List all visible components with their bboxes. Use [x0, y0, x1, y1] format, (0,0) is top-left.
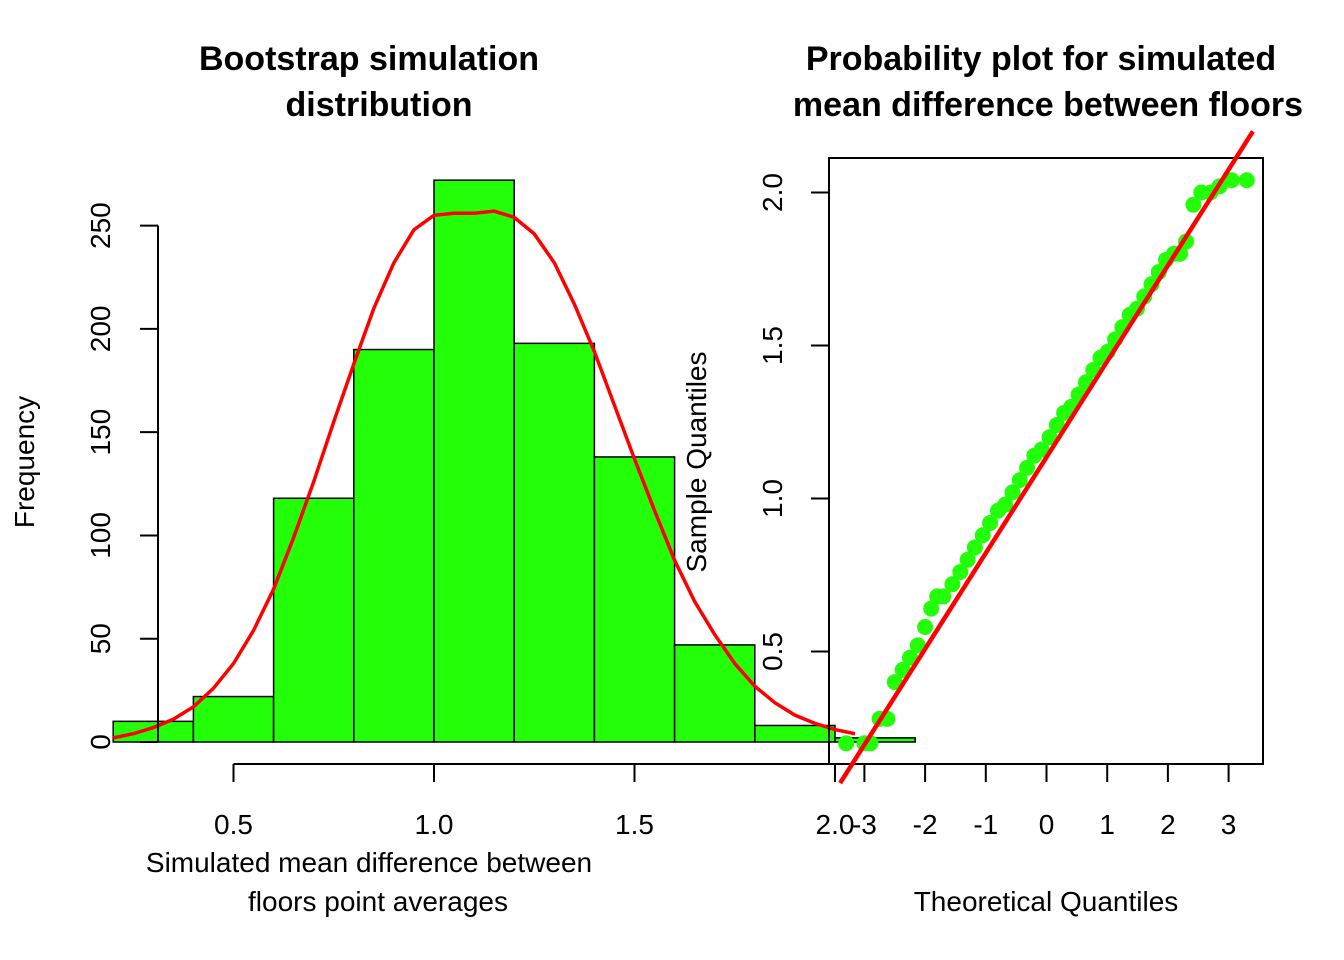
- qq-x-tick-label-0: -3: [852, 809, 877, 840]
- histogram-bar-0: [112, 720, 195, 743]
- qq-point-7: [901, 649, 918, 666]
- histogram-bar-3: [353, 348, 435, 743]
- histogram-bar-7: [673, 644, 756, 743]
- histogram-x-axis-label-line-1: Simulated mean difference between: [146, 847, 592, 878]
- qq-point-46: [1185, 196, 1202, 213]
- qq-x-axis-label: Theoretical Quantiles: [914, 886, 1179, 917]
- qq-point-20: [997, 496, 1014, 513]
- histogram-y-tick-label-0: 0: [85, 734, 116, 750]
- qq-x-tick-label-1: -2: [913, 809, 938, 840]
- histogram-title-line-1: Bootstrap simulation: [199, 40, 539, 78]
- qq-x-tick-label-6: 3: [1221, 809, 1237, 840]
- qq-x-tick-label-4: 1: [1099, 809, 1115, 840]
- qq-y-tick-label-1: 1.0: [757, 479, 788, 518]
- histogram-y-tick-label-2: 100: [85, 512, 116, 559]
- qq-x-tick-label-5: 2: [1160, 809, 1176, 840]
- qq-point-15: [959, 551, 976, 568]
- histogram-bar-6: [593, 456, 676, 743]
- qq-point-50: [1223, 172, 1240, 189]
- qq-title-line-2: mean difference between floors: [793, 86, 1303, 124]
- histogram-y-axis-label: Frequency: [9, 396, 40, 528]
- qq-y-tick-label-2: 1.5: [757, 326, 788, 365]
- qq-point-51: [1238, 172, 1255, 189]
- qq-point-5: [886, 674, 903, 691]
- histogram-x-tick-label-3: 2.0: [816, 809, 855, 840]
- qq-point-23: [1019, 459, 1036, 476]
- histogram-panel: Bootstrap simulation distribution 0.5 1.0…: [9, 40, 916, 917]
- density-curve: [112, 209, 856, 740]
- histogram-bar-4: [433, 179, 515, 743]
- qq-point-10: [923, 600, 940, 617]
- histogram-bar-1: [192, 695, 275, 743]
- histogram-title-line-2: distribution: [286, 86, 473, 124]
- histogram-bar-5: [513, 342, 596, 743]
- histogram-x-axis-label-line-2: floors point averages: [248, 886, 508, 917]
- histogram-x-tick-label-0: 0.5: [214, 809, 253, 840]
- histogram-y-tick-label-3: 150: [85, 409, 116, 456]
- qq-point-22: [1011, 472, 1028, 489]
- qq-point-17: [974, 527, 991, 544]
- qq-point-13: [944, 576, 961, 593]
- qq-point-0: [838, 735, 855, 752]
- qq-point-16: [966, 539, 983, 556]
- histogram-x-tick-label-1: 1.0: [415, 809, 454, 840]
- qq-x-tick-label-2: -1: [973, 809, 998, 840]
- histogram-y-axis: 0 50 100 150 200 250: [85, 202, 159, 750]
- histogram-y-tick-label-1: 50: [85, 623, 116, 654]
- qq-panel: Probability plot for simulated mean diff…: [681, 40, 1303, 917]
- histogram-bar-8: [754, 724, 836, 743]
- qq-reference-line: [838, 130, 1255, 785]
- histogram-y-tick-label-4: 200: [85, 306, 116, 353]
- qq-points: [838, 172, 1255, 752]
- qq-point-14: [952, 563, 969, 580]
- qq-y-axis: 0.5 1.0 1.5 2.0: [757, 173, 830, 671]
- qq-title-line-1: Probability plot for simulated: [806, 40, 1276, 78]
- histogram-bar-2: [272, 497, 355, 743]
- histogram-x-tick-label-2: 1.5: [615, 809, 654, 840]
- qq-point-8: [909, 637, 926, 654]
- qq-x-tick-label-3: 0: [1039, 809, 1055, 840]
- qq-point-26: [1041, 429, 1058, 446]
- qq-point-18: [982, 514, 999, 531]
- qq-point-21: [1004, 484, 1021, 501]
- qq-point-12: [935, 588, 952, 605]
- histogram-bars: [112, 179, 916, 743]
- qq-y-tick-label-0: 0.5: [757, 632, 788, 671]
- qq-point-25: [1033, 441, 1050, 458]
- qq-x-axis: -3 -2 -1 0 1 2 3: [852, 763, 1237, 840]
- qq-point-9: [917, 619, 934, 636]
- qq-y-tick-label-3: 2.0: [757, 173, 788, 212]
- qq-point-27: [1048, 417, 1065, 434]
- qq-y-axis-label: Sample Quantiles: [681, 351, 712, 572]
- histogram-x-axis: 0.5 1.0 1.5 2.0: [214, 763, 855, 840]
- histogram-y-tick-label-5: 250: [85, 202, 116, 249]
